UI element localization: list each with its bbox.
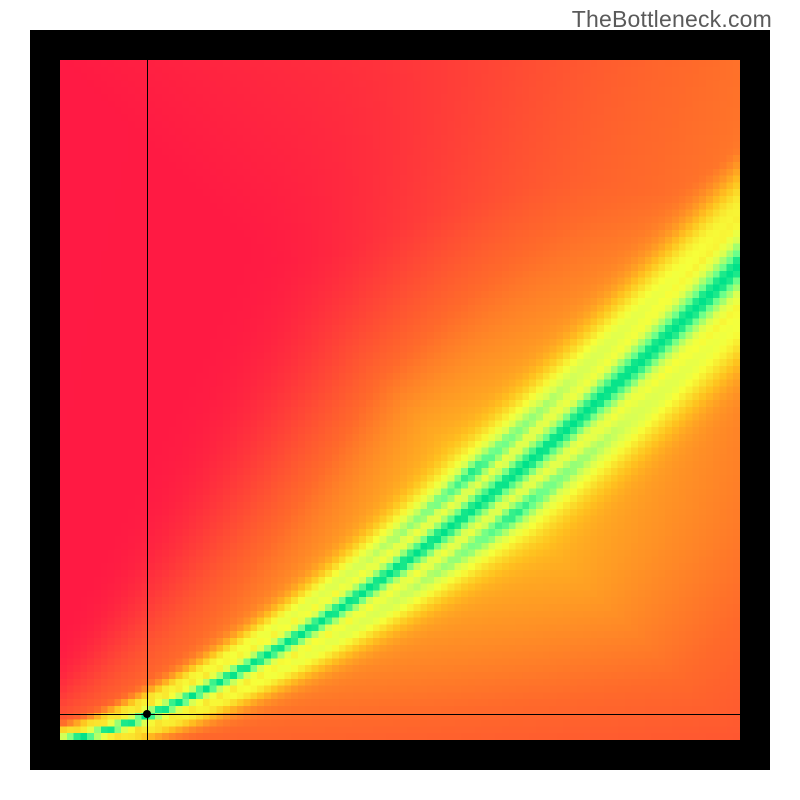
plot-frame <box>30 30 770 770</box>
bottleneck-heatmap <box>60 60 740 740</box>
marker-crosshair-horizontal <box>60 714 740 715</box>
chart-container: TheBottleneck.com <box>0 0 800 800</box>
marker-crosshair-vertical <box>147 60 148 740</box>
marker-dot <box>143 710 151 718</box>
watermark-text: TheBottleneck.com <box>572 6 772 33</box>
